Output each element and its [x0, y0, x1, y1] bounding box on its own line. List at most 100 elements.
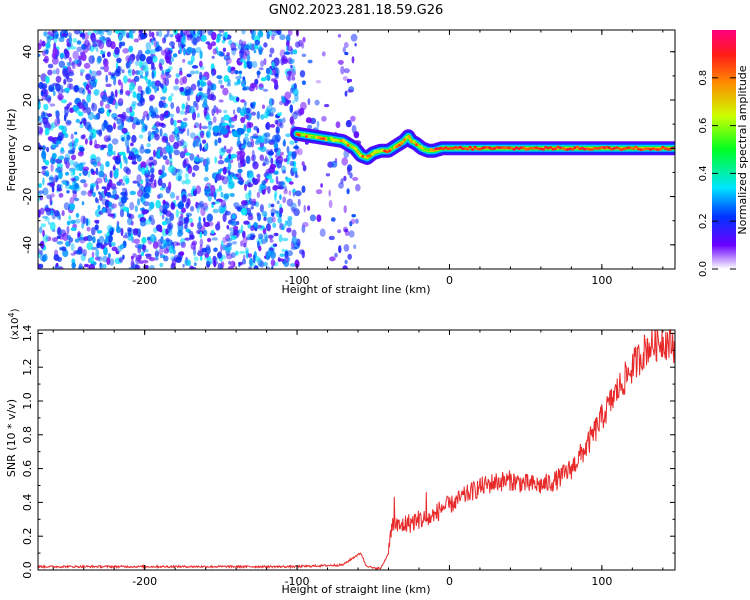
noise-cell — [351, 214, 357, 218]
noise-cell — [99, 163, 104, 173]
ridge-cell — [629, 146, 633, 150]
noise-cell — [270, 78, 277, 82]
noise-cell — [173, 141, 179, 150]
noise-cell — [329, 256, 336, 262]
ridge-cell — [627, 146, 631, 150]
noise-cell — [160, 96, 167, 101]
noise-cell — [159, 228, 163, 233]
noise-cell — [283, 189, 288, 195]
noise-cell — [200, 80, 205, 88]
noise-cell — [47, 221, 51, 225]
noise-cell — [42, 91, 48, 98]
noise-cell — [110, 91, 114, 97]
noise-cell — [195, 102, 199, 111]
noise-cell — [78, 146, 85, 152]
noise-cell — [192, 37, 198, 46]
noise-cell — [79, 68, 85, 74]
noise-cell — [167, 223, 172, 231]
noise-cell — [253, 222, 258, 229]
noise-cell — [136, 174, 142, 183]
noise-cell — [57, 155, 65, 160]
noise-cell — [307, 205, 311, 211]
noise-cell — [240, 112, 244, 117]
noise-cell — [142, 248, 146, 253]
snr-ytick-label: 0.2 — [21, 527, 34, 545]
noise-cell — [302, 164, 307, 172]
spectrogram-xlabel: Height of straight line (km) — [281, 283, 430, 296]
noise-cell — [285, 99, 292, 104]
noise-cell — [278, 118, 283, 123]
ridge-cell — [339, 139, 343, 143]
noise-cell — [286, 198, 294, 207]
noise-cell — [213, 191, 217, 201]
colorbar: 0.0 0.2 0.4 0.6 0.8 Normalized spectral ampl… — [698, 30, 749, 277]
noise-cell — [207, 89, 211, 94]
noise-cell — [289, 160, 295, 167]
noise-cell — [265, 253, 270, 261]
noise-cell — [47, 63, 54, 69]
noise-cell — [191, 172, 196, 178]
noise-cell — [65, 119, 72, 125]
noise-cell — [212, 208, 219, 214]
noise-cell — [227, 179, 232, 183]
noise-cell — [243, 79, 247, 86]
ridge-cell — [585, 147, 589, 151]
noise-cell — [273, 83, 279, 90]
noise-cell — [237, 161, 242, 169]
noise-cell — [148, 156, 154, 161]
spectrogram-xtick-label: 100 — [591, 274, 612, 287]
snr-ylabel: SNR (10 * v/v) — [5, 399, 18, 477]
noise-cell — [114, 101, 118, 110]
spectrogram-ytick-label: -20 — [21, 188, 34, 206]
noise-cell — [253, 125, 259, 131]
noise-cell — [132, 91, 137, 99]
ridge-cell — [393, 146, 397, 149]
noise-cell — [155, 80, 159, 85]
noise-cell — [198, 200, 204, 208]
noise-cell — [276, 200, 280, 205]
noise-cell — [118, 178, 123, 183]
ridge-cell — [644, 147, 648, 151]
ridge-cell — [380, 148, 384, 152]
noise-cell — [270, 138, 276, 144]
noise-cell — [239, 50, 245, 59]
noise-cell — [55, 83, 61, 92]
noise-cell — [150, 173, 155, 180]
noise-cell — [177, 221, 184, 227]
ridge-cell — [590, 148, 594, 151]
noise-cell — [96, 198, 100, 204]
noise-cell — [151, 39, 154, 46]
noise-cell — [224, 31, 228, 39]
noise-cell — [44, 216, 50, 222]
noise-cell — [280, 151, 284, 156]
noise-cell — [351, 124, 357, 134]
noise-cell — [298, 39, 303, 47]
noise-cell — [217, 160, 225, 165]
noise-cell — [122, 207, 129, 212]
noise-cell — [41, 40, 46, 47]
ridge-cell — [532, 147, 536, 150]
noise-cell — [101, 94, 108, 103]
noise-cell — [246, 141, 253, 148]
noise-cell — [240, 116, 246, 124]
ridge-cell — [610, 147, 614, 151]
noise-cell — [119, 91, 124, 96]
noise-cell — [116, 118, 122, 125]
noise-cell — [239, 108, 247, 114]
noise-cell — [162, 208, 168, 215]
ridge-cell — [612, 147, 616, 150]
ridge-cell — [558, 146, 563, 150]
noise-cell — [96, 70, 102, 76]
noise-cell — [197, 221, 202, 230]
noise-cell — [264, 155, 268, 163]
noise-cell — [121, 187, 128, 192]
ridge-cell — [329, 136, 333, 140]
noise-cell — [39, 207, 45, 215]
noise-cell — [129, 56, 132, 65]
noise-cell — [195, 47, 202, 54]
ridge-cell — [361, 155, 365, 158]
noise-cell — [93, 161, 98, 168]
noise-cell — [66, 66, 72, 74]
noise-cell — [164, 77, 170, 87]
ridge-cell — [349, 144, 353, 147]
